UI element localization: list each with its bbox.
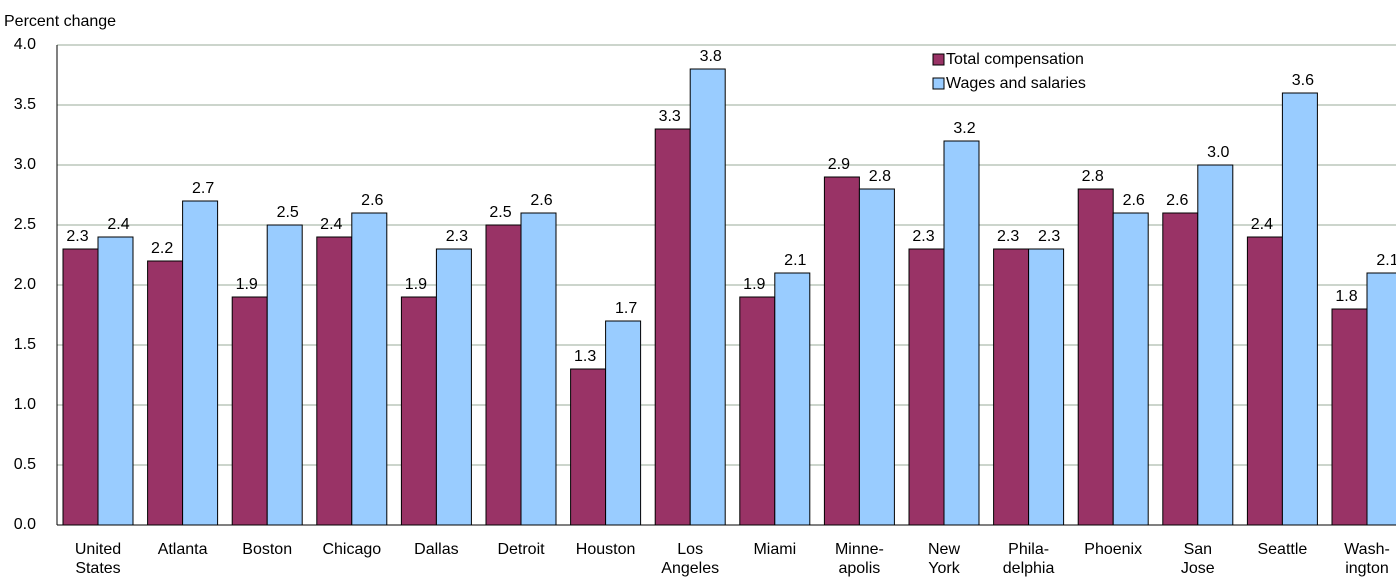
y-tick-label: 1.5 [14,336,36,353]
value-label: 2.6 [1166,192,1188,209]
value-label: 1.8 [1335,288,1357,305]
bar [435,248,472,526]
x-tick-label: Phoenix [1084,541,1143,558]
value-label: 2.6 [361,192,383,209]
bar [739,296,776,526]
bar [316,236,353,526]
x-tick-label: New York [927,541,960,577]
bar [1281,92,1318,526]
value-label: 2.3 [1038,228,1060,245]
bar [570,368,607,526]
bar [97,236,134,526]
bar [1197,164,1234,526]
x-tick-label: Los Angeles [661,541,720,577]
y-tick-label: 2.0 [14,276,36,293]
y-tick-label: 1.0 [14,396,36,413]
value-label: 3.0 [1207,144,1229,161]
value-label: 3.6 [1292,72,1314,89]
bar [400,296,437,526]
legend-swatch [932,77,945,90]
bar [943,140,980,526]
value-label: 2.5 [277,204,299,221]
x-tick-label: Atlanta [157,541,208,558]
bar [1112,212,1149,526]
value-label: 2.3 [66,228,88,245]
y-tick-label: 4.0 [14,36,36,53]
value-label: 2.7 [192,180,214,197]
bar [605,320,642,526]
value-label: 2.3 [997,228,1019,245]
value-label: 2.9 [828,156,850,173]
bar [1077,188,1114,526]
y-tick-label: 3.5 [14,96,36,113]
bar [266,224,303,526]
value-label: 3.2 [953,120,975,137]
bar [147,260,184,526]
x-tick-label: San Jose [1180,541,1215,577]
bar [485,224,522,526]
value-label: 1.9 [405,276,427,293]
value-label: 2.1 [784,252,806,269]
value-label: 2.2 [151,240,173,257]
value-label: 2.8 [869,168,891,185]
value-label: 2.6 [530,192,552,209]
value-label: 3.8 [700,48,722,65]
x-tick-label: Miami [753,541,797,558]
legend-label: Wages and salaries [946,75,1086,92]
value-label: 1.7 [615,300,637,317]
value-label: 2.4 [107,216,129,233]
value-label: 2.5 [489,204,511,221]
value-label: 2.4 [1251,216,1273,233]
x-tick-label: Wash- ington [1344,541,1390,577]
value-label: 1.3 [574,348,596,365]
bar [1162,212,1199,526]
bar [993,248,1030,526]
bar [62,248,99,526]
bar [774,272,811,526]
x-tick-label: Seattle [1257,541,1308,558]
value-label: 3.3 [659,108,681,125]
x-tick-label: Chicago [322,541,382,558]
bar [1246,236,1283,526]
bar [823,176,860,526]
bar [858,188,895,526]
x-tick-label: Phila- delphia [1002,541,1055,577]
legend-label: Total compensation [946,51,1084,68]
bar [1366,272,1396,526]
x-tick-label: United States [74,541,122,577]
value-label: 1.9 [236,276,258,293]
value-label: 2.1 [1376,252,1396,269]
y-tick-label: 0.0 [14,516,36,533]
bar [654,128,691,526]
bar [1028,248,1065,526]
value-label: 1.9 [743,276,765,293]
y-tick-label: 2.5 [14,216,36,233]
x-tick-label: Minne- apolis [834,541,884,577]
value-label: 2.3 [446,228,468,245]
bar [689,68,726,526]
value-label: 2.6 [1123,192,1145,209]
value-label: 2.3 [912,228,934,245]
bar [908,248,945,526]
x-tick-label: Houston [575,541,636,558]
bar [351,212,388,526]
y-axis-label: Percent change [4,13,116,30]
y-tick-label: 3.0 [14,156,36,173]
legend-swatch [932,53,945,66]
value-label: 2.8 [1082,168,1104,185]
bar [1331,308,1368,526]
x-tick-label: Dallas [414,541,459,558]
value-label: 2.4 [320,216,342,233]
y-tick-label: 0.5 [14,456,36,473]
x-tick-label: Detroit [497,541,545,558]
x-tick-label: Boston [242,541,293,558]
bar [182,200,219,526]
bar [231,296,268,526]
bar [520,212,557,526]
